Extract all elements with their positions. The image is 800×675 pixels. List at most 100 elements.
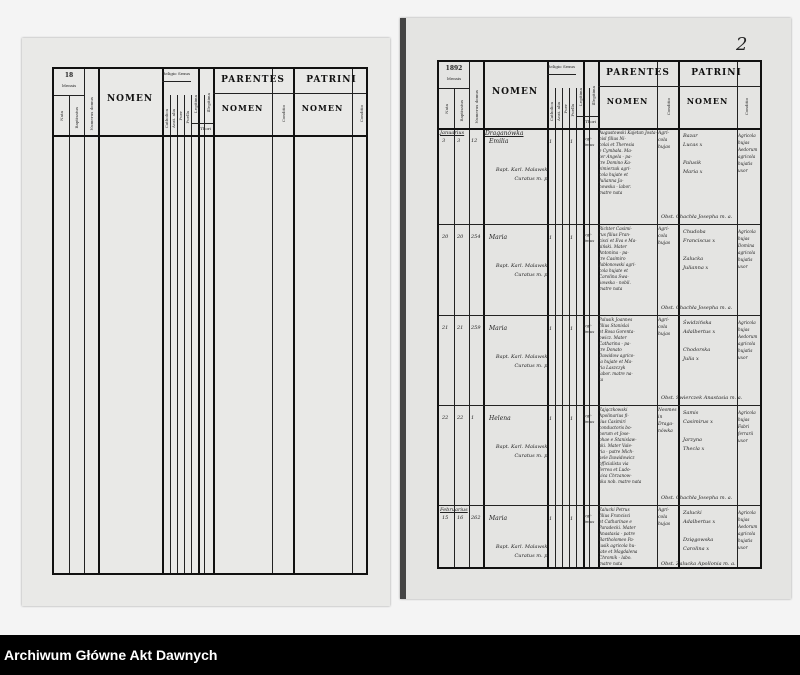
patrini-conditio-label: Conditio (744, 98, 749, 116)
puella-mark: 1 (570, 416, 574, 422)
nata-date: 15 (442, 515, 449, 521)
mensis-label: Mensis (446, 76, 462, 81)
acat-alia-label: Acat. alia (556, 102, 561, 121)
patrini-nomen-header: NOMEN (301, 103, 344, 113)
midwife: Obst. Świerczek Anastasia m. a. (661, 395, 743, 401)
sexus-label: Sexus (178, 71, 190, 76)
parents-conditio: Neomes in Draga- nówka (658, 408, 677, 434)
midwife: Obst. Zalucka Apollonia m. a. (661, 561, 736, 567)
nata-label: Nata (444, 104, 449, 114)
godparents-names: Świdzińska Adalbertus x Chodorska Julia … (683, 320, 716, 362)
puella-label: Puella (185, 111, 190, 124)
column-divider (204, 95, 205, 573)
puella-mark: 1 (570, 235, 574, 241)
baptism-date: 22 (457, 415, 464, 421)
nomen-header: NOMEN (106, 94, 154, 104)
house-number: 1 (471, 415, 475, 421)
nomen-header: NOMEN (491, 87, 539, 97)
baptizer: Bapt. Karl. Malawski Curatus m. p. (495, 444, 549, 459)
column-divider (562, 88, 563, 567)
legitimus: legi- timus (583, 232, 595, 243)
catholica-label: Catholica (164, 109, 169, 129)
column-divider (191, 95, 192, 573)
baptisatus-label: Baptisatus (459, 100, 464, 122)
legitima-label: Legitima (193, 95, 198, 113)
child-name: Maria (489, 234, 508, 241)
parentes-divider (598, 86, 760, 87)
legitimus: legi- timus (583, 513, 595, 524)
parents-text: Zajączkowski Apolinarius fi- lius Casimi… (599, 407, 642, 484)
column-divider (569, 88, 570, 567)
column-divider (352, 69, 353, 573)
row-divider (439, 224, 760, 225)
puella-mark: 1 (570, 516, 574, 522)
godparents-names: Zalucki Adalbertus x Dzięgowska Carolina… (683, 510, 716, 552)
month: Januarius (440, 130, 465, 136)
illegitima-label: Illegitima (591, 86, 596, 106)
column-divider (69, 95, 70, 573)
column-divider (589, 88, 590, 567)
baptizer: Bapt. Karl. Malawski Curatus m. p. (495, 354, 549, 369)
column-divider (583, 62, 585, 567)
footer-bar: Archiwum Główne Akt Dawnych (0, 635, 800, 675)
catholica-mark: 1 (549, 326, 553, 332)
header-divider (54, 135, 366, 137)
thori-divider (191, 123, 213, 124)
godparents-conditio: Agricola hujas Aedorum agricola hujatis … (738, 133, 758, 173)
godparents-names: Samis Casimirus x Jarzyna Thecla x (683, 410, 713, 452)
parents-text: Zalucki Petrus filius Francisci et Catha… (599, 507, 638, 566)
acat-alia-label: Acat. alia (171, 109, 176, 128)
religio-label: Religio (547, 64, 562, 69)
left-register-table: 18 Mensis Nata Baptisatus Numerus domus NOMEN… (52, 67, 368, 575)
mensis-divider (54, 95, 84, 96)
parents-conditio: Agri- cola hujas (658, 508, 671, 527)
column-divider (84, 69, 85, 573)
parentes-nomen-header: NOMEN (606, 96, 649, 106)
catholica-label: Catholica (549, 102, 554, 122)
numerus-domus-label: Numerus domus (89, 97, 94, 131)
nata-date: 3 (442, 138, 446, 144)
parentes-divider (213, 93, 366, 94)
parentes-header: PARENTES (221, 75, 285, 85)
parents-text: Richter Casimi- rus filius Fran- cisci e… (599, 226, 637, 291)
village-name: Draganówka (485, 130, 524, 137)
house-number: 259 (471, 325, 481, 331)
baptizer: Bapt. Karl. Malawski Curatus m. p. (495, 544, 549, 559)
column-divider (576, 88, 577, 567)
house-number: 262 (471, 515, 481, 521)
puella-label: Puella (570, 104, 575, 117)
column-divider (483, 62, 485, 567)
header-divider (439, 128, 760, 130)
column-divider (555, 88, 556, 567)
parents-conditio: Agri- cola hujas (658, 318, 671, 337)
house-number: 254 (471, 234, 481, 240)
nata-date: 20 (442, 234, 449, 240)
column-divider (184, 95, 185, 573)
sexus-label: Sexus (563, 64, 575, 69)
column-divider (162, 69, 164, 573)
parents-conditio: Agri- cola hujas (658, 227, 671, 246)
puer-label: Puer (178, 111, 183, 121)
year-label: 18 (64, 72, 74, 79)
religio-divider (162, 81, 191, 82)
column-divider (213, 69, 215, 573)
row-divider (439, 315, 760, 316)
parents-text: Augustowski Kajetan Josta- nisl filius N… (599, 130, 657, 195)
year-label: 1892 (445, 65, 463, 72)
thori-label: Thori (585, 119, 596, 124)
religio-label: Religio (162, 71, 177, 76)
column-divider (272, 69, 273, 573)
column-divider (293, 69, 295, 573)
column-divider (198, 69, 200, 573)
column-divider (598, 62, 600, 567)
column-divider (657, 62, 658, 567)
nata-date: 22 (442, 415, 449, 421)
parentes-conditio-label: Conditio (666, 98, 671, 116)
numerus-domus-label: Numerus domus (474, 90, 479, 124)
legitima-label: Legitima (578, 88, 583, 106)
parentes-nomen-header: NOMEN (221, 103, 264, 113)
legitimus: legi- timus (583, 323, 595, 334)
patrini-conditio-label: Conditio (359, 105, 364, 123)
parents-text: Palusik Joannes filius Stanislai et Rosa… (599, 317, 635, 382)
parents-conditio: Agri- cola hujas (658, 131, 671, 150)
